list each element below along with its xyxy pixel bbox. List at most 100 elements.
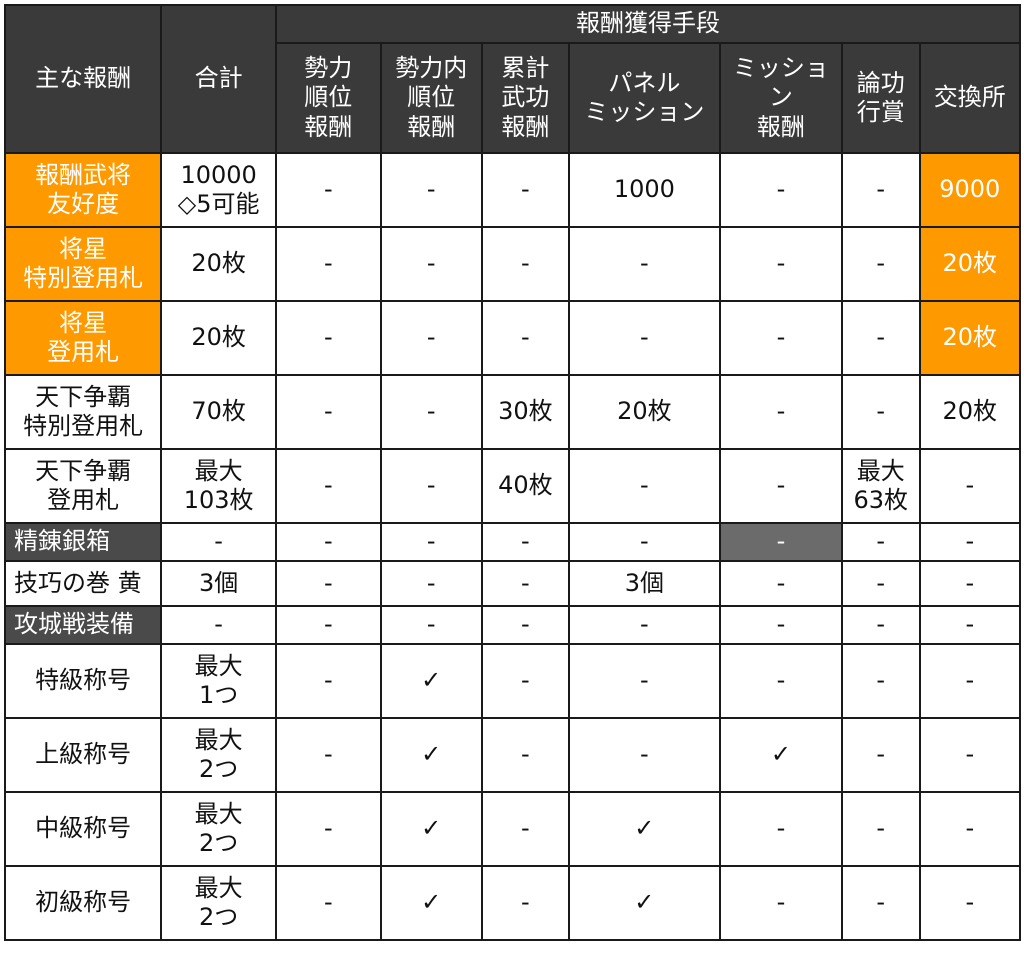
method-value-cell: - <box>480 791 570 867</box>
method-value-cell: - <box>918 605 1022 645</box>
reward-total-cell: 70枚 <box>160 374 278 450</box>
method-value-cell: ✓ <box>567 865 721 941</box>
method-value-cell: - <box>480 300 570 376</box>
table-row: 将星 登用札 20枚 - - - - - -20枚 <box>3 300 1022 376</box>
method-value-cell: - <box>567 605 721 645</box>
method-value-cell: - <box>718 226 843 302</box>
method-value-cell: 20枚 <box>567 374 721 450</box>
method-value-cell: - <box>840 717 921 793</box>
header-method: 累計 武功 報酬 <box>480 42 570 154</box>
method-value-cell: - <box>718 448 843 524</box>
method-value-cell: - <box>718 300 843 376</box>
method-value-cell: - <box>918 448 1022 524</box>
method-value-cell: - <box>840 560 921 607</box>
method-value-cell: - <box>840 300 921 376</box>
method-value-cell: - <box>567 522 721 562</box>
method-value-cell: 9000 <box>918 152 1022 228</box>
table-row: 初級称号 最大 2つ - ✓ - ✓ - - - <box>3 865 1022 941</box>
reward-name-cell: 上級称号 <box>3 717 163 793</box>
method-value-cell: - <box>275 522 382 562</box>
method-value-cell: - <box>379 300 483 376</box>
method-value-cell: - <box>718 865 843 941</box>
method-value-cell: - <box>840 374 921 450</box>
method-value-cell: - <box>918 643 1022 719</box>
header-method: パネル ミッション <box>567 42 721 154</box>
method-value-cell: 3個 <box>567 560 721 607</box>
method-value-cell: - <box>567 300 721 376</box>
method-value-cell: - <box>840 605 921 645</box>
method-value-cell: - <box>379 522 483 562</box>
method-value-cell: - <box>275 448 382 524</box>
reward-total-cell: 10000 ◇5可能 <box>160 152 278 228</box>
method-value-cell: - <box>379 448 483 524</box>
reward-name-cell: 攻城戦装備 <box>3 605 163 645</box>
method-value-cell: - <box>840 791 921 867</box>
method-value-cell: - <box>275 643 382 719</box>
method-value-cell: - <box>275 300 382 376</box>
reward-name-cell: 初級称号 <box>3 865 163 941</box>
method-value-cell: - <box>840 226 921 302</box>
reward-name-cell: 中級称号 <box>3 791 163 867</box>
method-value-cell: - <box>718 605 843 645</box>
table-row: 天下争覇 特別登用札 70枚 - -30枚 20枚 - -20枚 <box>3 374 1022 450</box>
reward-total-cell: - <box>160 605 278 645</box>
method-value-cell: - <box>567 717 721 793</box>
reward-total-cell: 最大 103枚 <box>160 448 278 524</box>
method-value-cell: - <box>840 643 921 719</box>
method-value-cell: - <box>480 226 570 302</box>
reward-total-cell: 最大 1つ <box>160 643 278 719</box>
method-value-cell: - <box>840 865 921 941</box>
method-value-cell: - <box>275 865 382 941</box>
header-method-group: 報酬獲得手段 <box>275 4 1021 44</box>
method-value-cell: - <box>480 152 570 228</box>
header-method: 勢力内 順位 報酬 <box>379 42 483 154</box>
reward-name-cell: 技巧の巻 黄 <box>3 560 163 607</box>
table-row: 技巧の巻 黄 3個 - - -3個 - - - <box>3 560 1022 607</box>
reward-total-cell: 最大 2つ <box>160 791 278 867</box>
method-value-cell: - <box>918 522 1022 562</box>
table-row: 将星 特別登用札 20枚 - - - - - -20枚 <box>3 226 1022 302</box>
method-value-cell: - <box>379 152 483 228</box>
reward-name-cell: 将星 登用札 <box>3 300 163 376</box>
rewards-table: 主な報酬 合計 報酬獲得手段 勢力 順位 報酬 勢力内 順位 報酬 累計 武功 … <box>3 4 1022 941</box>
method-value-cell: - <box>480 643 570 719</box>
method-value-cell: ✓ <box>567 791 721 867</box>
table-row: 報酬武将 友好度 10000 ◇5可能 - - -1000- -9000 <box>3 152 1022 228</box>
table-row: 中級称号 最大 2つ - ✓ - ✓ - - - <box>3 791 1022 867</box>
reward-name-cell: 天下争覇 特別登用札 <box>3 374 163 450</box>
method-value-cell: - <box>918 560 1022 607</box>
method-value-cell: 20枚 <box>918 300 1022 376</box>
method-value-cell: - <box>275 152 382 228</box>
method-value-cell: - <box>840 522 921 562</box>
method-value-cell: - <box>918 791 1022 867</box>
method-value-cell: - <box>480 717 570 793</box>
method-value-cell: - <box>379 374 483 450</box>
reward-total-cell: 20枚 <box>160 300 278 376</box>
table-row: 特級称号 最大 1つ - ✓ - - - - - <box>3 643 1022 719</box>
method-value-cell: - <box>567 643 721 719</box>
method-value-cell: - <box>718 152 843 228</box>
header-method: 交換所 <box>918 42 1022 154</box>
method-value-cell: - <box>275 560 382 607</box>
method-value-cell: ✓ <box>718 717 843 793</box>
method-value-cell: 20枚 <box>918 226 1022 302</box>
reward-name-cell: 将星 特別登用札 <box>3 226 163 302</box>
reward-total-cell: - <box>160 522 278 562</box>
method-value-cell: - <box>275 374 382 450</box>
header-total: 合計 <box>160 4 278 154</box>
method-value-cell: ✓ <box>379 643 483 719</box>
reward-name-cell: 精錬銀箱 <box>3 522 163 562</box>
method-value-cell: - <box>480 560 570 607</box>
method-value-cell: - <box>275 791 382 867</box>
reward-total-cell: 3個 <box>160 560 278 607</box>
method-value-cell: - <box>718 791 843 867</box>
method-value-cell: - <box>480 522 570 562</box>
table-row: 攻城戦装備 - - - - - - - - <box>3 605 1022 645</box>
reward-name-cell: 天下争覇 登用札 <box>3 448 163 524</box>
method-value-cell: - <box>918 717 1022 793</box>
method-value-cell: - <box>918 865 1022 941</box>
method-value-cell: - <box>718 560 843 607</box>
reward-total-cell: 20枚 <box>160 226 278 302</box>
reward-total-cell: 最大 2つ <box>160 865 278 941</box>
method-value-cell: - <box>567 226 721 302</box>
